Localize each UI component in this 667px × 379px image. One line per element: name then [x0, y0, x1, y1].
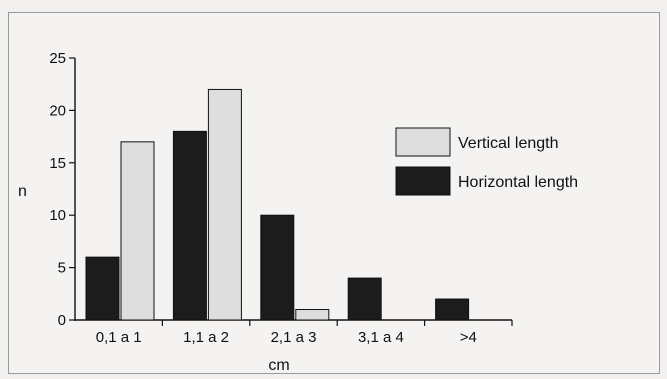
legend: Vertical length Horizontal length — [395, 127, 578, 196]
bar-horizontal-length-0 — [85, 256, 120, 321]
x-ticks: 0,1 a 1 1,1 a 2 2,1 a 3 3,1 a 4 >4 — [96, 320, 513, 346]
bar-horizontal-length-2 — [260, 214, 295, 321]
bar-vertical-length-1 — [207, 88, 242, 321]
bar-vertical-length-2 — [295, 309, 330, 321]
y-tick-label: 0 — [58, 312, 66, 329]
legend-label-horizontal-length: Horizontal length — [458, 174, 578, 191]
legend-swatch-horizontal-length — [395, 166, 451, 196]
y-ticks: 0 5 10 15 20 25 — [49, 50, 75, 329]
bar-horizontal-length-4 — [435, 298, 470, 321]
x-tick-label: 2,1 a 3 — [271, 329, 317, 346]
y-axis-label: n — [18, 183, 27, 200]
x-tick-label: >4 — [460, 329, 477, 346]
y-tick-label: 15 — [49, 155, 66, 172]
x-tick-label: 0,1 a 1 — [96, 329, 142, 346]
x-tick-label: 1,1 a 2 — [183, 329, 229, 346]
x-axis-label: cm — [268, 357, 289, 374]
y-tick-label: 25 — [49, 50, 66, 67]
x-tick-label: 3,1 a 4 — [358, 329, 404, 346]
bars — [85, 88, 470, 321]
bar-horizontal-length-3 — [347, 277, 382, 321]
y-tick-label: 10 — [49, 207, 66, 224]
y-tick-label: 5 — [58, 260, 66, 277]
bar-horizontal-length-1 — [172, 130, 207, 321]
bar-vertical-length-0 — [120, 141, 155, 321]
y-tick-label: 20 — [49, 102, 66, 119]
legend-swatch-vertical-length — [395, 127, 451, 157]
legend-label-vertical-length: Vertical length — [458, 135, 559, 152]
